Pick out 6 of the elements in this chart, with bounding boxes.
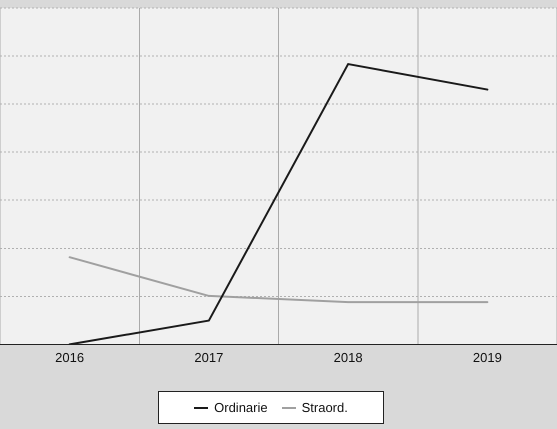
x-tick-label: 2016 (55, 350, 84, 365)
x-tick-label: 2019 (472, 350, 502, 365)
legend-label: Straord. (302, 400, 348, 415)
legend-label: Ordinarie (214, 400, 268, 415)
x-tick-label: 2018 (334, 350, 363, 365)
x-tick-label: 2017 (194, 350, 224, 365)
